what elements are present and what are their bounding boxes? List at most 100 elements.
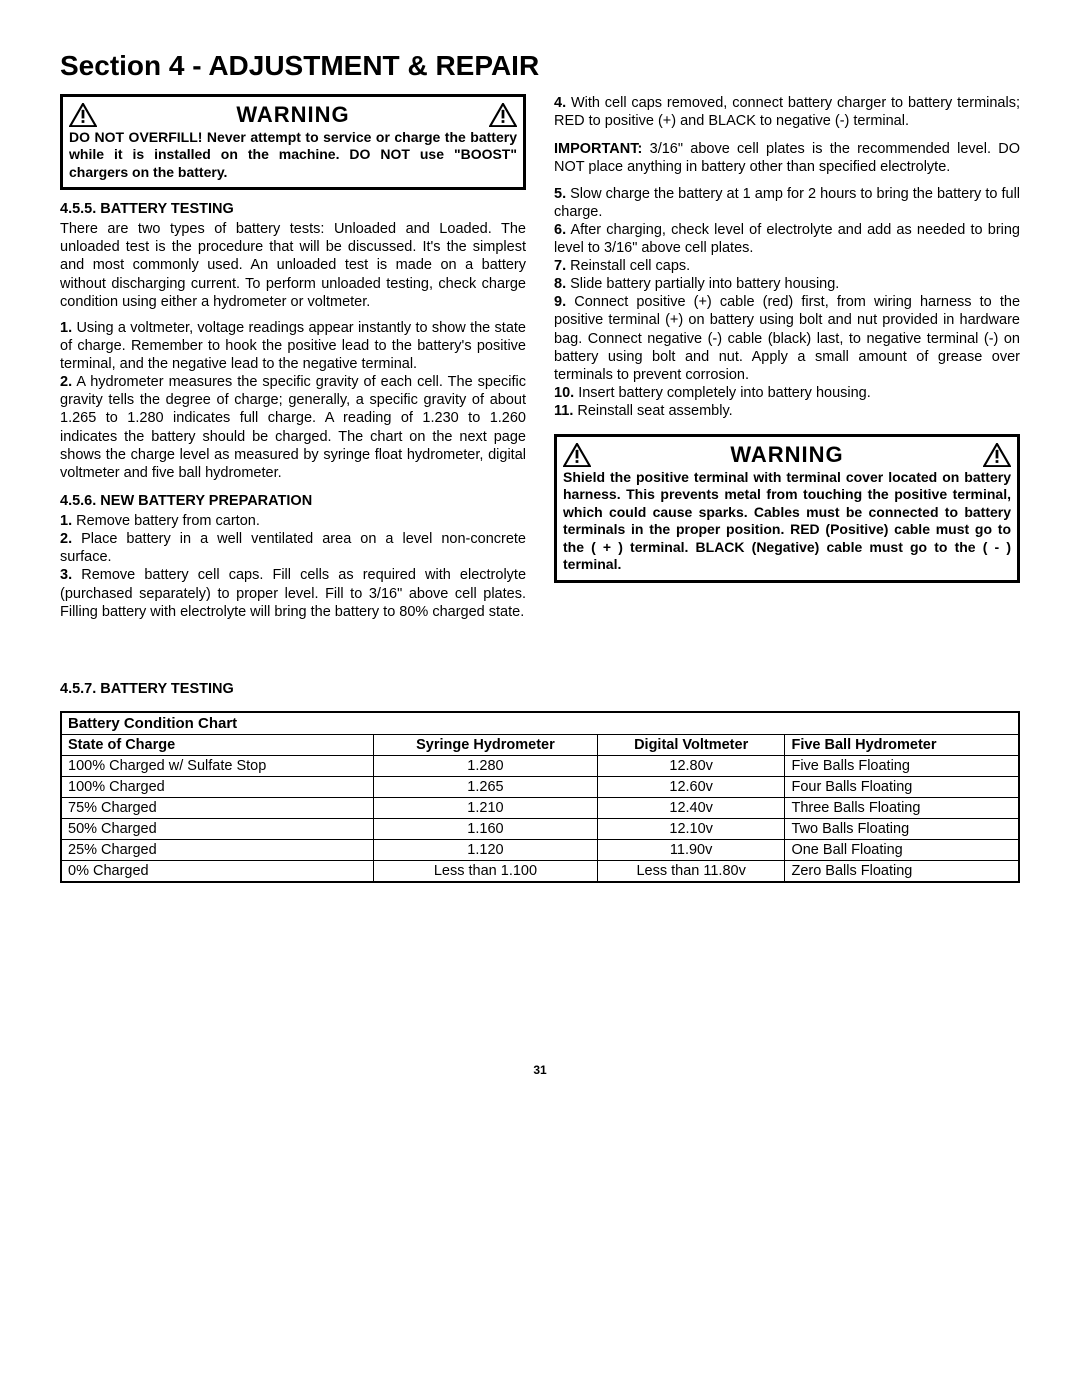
table-cell: 0% Charged (61, 860, 374, 882)
list-item: 2. A hydrometer measures the specific gr… (60, 373, 526, 482)
table-cell: 1.210 (374, 797, 598, 818)
table-cell: 25% Charged (61, 839, 374, 860)
item-number: 4. (554, 95, 566, 111)
table-row: 25% Charged1.12011.90vOne Ball Floating (61, 839, 1019, 860)
table-cell: 75% Charged (61, 797, 374, 818)
item-text: Insert battery completely into battery h… (578, 385, 871, 401)
table-cell: 1.160 (374, 818, 598, 839)
list-item: 11. Reinstall seat assembly. (554, 402, 1020, 420)
important-note: IMPORTANT: 3/16" above cell plates is th… (554, 140, 1020, 176)
warning-text: DO NOT OVERFILL! Never attempt to servic… (69, 129, 517, 182)
item-number: 7. (554, 258, 566, 274)
list-item: 3. Remove battery cell caps. Fill cells … (60, 566, 526, 620)
left-column: WARNING DO NOT OVERFILL! Never attempt t… (60, 94, 526, 621)
table-cell: 100% Charged w/ Sulfate Stop (61, 755, 374, 776)
table-cell: 100% Charged (61, 776, 374, 797)
warning-triangle-icon (69, 103, 97, 127)
item-number: 9. (554, 294, 566, 310)
subsection-heading: 4.5.6. NEW BATTERY PREPARATION (60, 492, 526, 510)
table-cell: Less than 1.100 (374, 860, 598, 882)
table-cell: 12.40v (597, 797, 785, 818)
table-row: 100% Charged w/ Sulfate Stop1.28012.80vF… (61, 755, 1019, 776)
item-text: With cell caps removed, connect battery … (554, 95, 1020, 129)
item-text: Connect positive (+) cable (red) first, … (554, 294, 1020, 383)
table-header-cell: State of Charge (61, 734, 374, 755)
list-item: 5. Slow charge the battery at 1 amp for … (554, 185, 1020, 221)
item-text: Remove battery cell caps. Fill cells as … (60, 567, 526, 619)
table-cell: 50% Charged (61, 818, 374, 839)
battery-condition-table: Battery Condition Chart State of ChargeS… (60, 711, 1020, 883)
item-number: 2. (60, 374, 72, 390)
item-text: Remove battery from carton. (76, 513, 260, 529)
table-header-cell: Digital Voltmeter (597, 734, 785, 755)
list-item: 4. With cell caps removed, connect batte… (554, 94, 1020, 130)
table-cell: 11.90v (597, 839, 785, 860)
table-cell: Three Balls Floating (785, 797, 1019, 818)
table-cell: Zero Balls Floating (785, 860, 1019, 882)
item-text: Reinstall seat assembly. (577, 403, 732, 419)
table-cell: 1.265 (374, 776, 598, 797)
item-text: Place battery in a well ventilated area … (60, 531, 526, 565)
table-cell: Five Balls Floating (785, 755, 1019, 776)
warning-label: WARNING (591, 441, 983, 469)
table-row: 75% Charged1.21012.40vThree Balls Floati… (61, 797, 1019, 818)
table-row: 50% Charged1.16012.10vTwo Balls Floating (61, 818, 1019, 839)
list-item: 1. Using a voltmeter, voltage readings a… (60, 319, 526, 373)
table-section: 4.5.7. BATTERY TESTING Battery Condition… (60, 681, 1020, 883)
item-number: 2. (60, 531, 72, 547)
list-item: 2. Place battery in a well ventilated ar… (60, 530, 526, 566)
table-cell: 12.60v (597, 776, 785, 797)
list-item: 7. Reinstall cell caps. (554, 257, 1020, 275)
table-cell: Less than 11.80v (597, 860, 785, 882)
item-text: A hydrometer measures the specific gravi… (60, 374, 526, 481)
warning-header: WARNING (69, 101, 517, 129)
list-item: 8. Slide battery partially into battery … (554, 275, 1020, 293)
subsection-heading: 4.5.5. BATTERY TESTING (60, 200, 526, 218)
item-number: 6. (554, 222, 566, 238)
list-item: 10. Insert battery completely into batte… (554, 384, 1020, 402)
table-header-row: State of ChargeSyringe HydrometerDigital… (61, 734, 1019, 755)
warning-label: WARNING (97, 101, 489, 129)
item-number: 3. (60, 567, 72, 583)
right-column: 4. With cell caps removed, connect batte… (554, 94, 1020, 621)
warning-text: Shield the positive terminal with termin… (563, 469, 1011, 574)
table-cell: 12.10v (597, 818, 785, 839)
item-number: 1. (60, 513, 72, 529)
table-cell: 12.80v (597, 755, 785, 776)
warning-triangle-icon (489, 103, 517, 127)
table-row: 100% Charged1.26512.60vFour Balls Floati… (61, 776, 1019, 797)
item-number: 5. (554, 186, 566, 202)
warning-triangle-icon (983, 443, 1011, 467)
table-header-cell: Syringe Hydrometer (374, 734, 598, 755)
item-number: 11. (554, 403, 573, 419)
warning-box: WARNING Shield the positive terminal wit… (554, 434, 1020, 583)
warning-header: WARNING (563, 441, 1011, 469)
subsection-heading: 4.5.7. BATTERY TESTING (60, 681, 1020, 697)
table-title: Battery Condition Chart (61, 712, 1019, 735)
section-title: Section 4 - ADJUSTMENT & REPAIR (60, 50, 1020, 82)
list-item: 9. Connect positive (+) cable (red) firs… (554, 293, 1020, 384)
list-item: 1. Remove battery from carton. (60, 512, 526, 530)
table-cell: One Ball Floating (785, 839, 1019, 860)
two-column-body: WARNING DO NOT OVERFILL! Never attempt t… (60, 94, 1020, 621)
table-cell: 1.280 (374, 755, 598, 776)
item-number: 10. (554, 385, 574, 401)
warning-triangle-icon (563, 443, 591, 467)
page-number: 31 (60, 1063, 1020, 1077)
item-text: Slide battery partially into battery hou… (570, 276, 839, 292)
list-item: 6. After charging, check level of electr… (554, 221, 1020, 257)
warning-box: WARNING DO NOT OVERFILL! Never attempt t… (60, 94, 526, 190)
paragraph: There are two types of battery tests: Un… (60, 220, 526, 311)
item-text: After charging, check level of electroly… (554, 222, 1020, 256)
table-cell: Two Balls Floating (785, 818, 1019, 839)
item-text: Reinstall cell caps. (570, 258, 690, 274)
item-number: 1. (60, 320, 72, 336)
item-text: Slow charge the battery at 1 amp for 2 h… (554, 186, 1020, 220)
table-cell: Four Balls Floating (785, 776, 1019, 797)
table-header-cell: Five Ball Hydrometer (785, 734, 1019, 755)
item-number: 8. (554, 276, 566, 292)
important-label: IMPORTANT: (554, 141, 642, 157)
table-row: 0% ChargedLess than 1.100Less than 11.80… (61, 860, 1019, 882)
table-cell: 1.120 (374, 839, 598, 860)
item-text: Using a voltmeter, voltage readings appe… (60, 320, 526, 372)
